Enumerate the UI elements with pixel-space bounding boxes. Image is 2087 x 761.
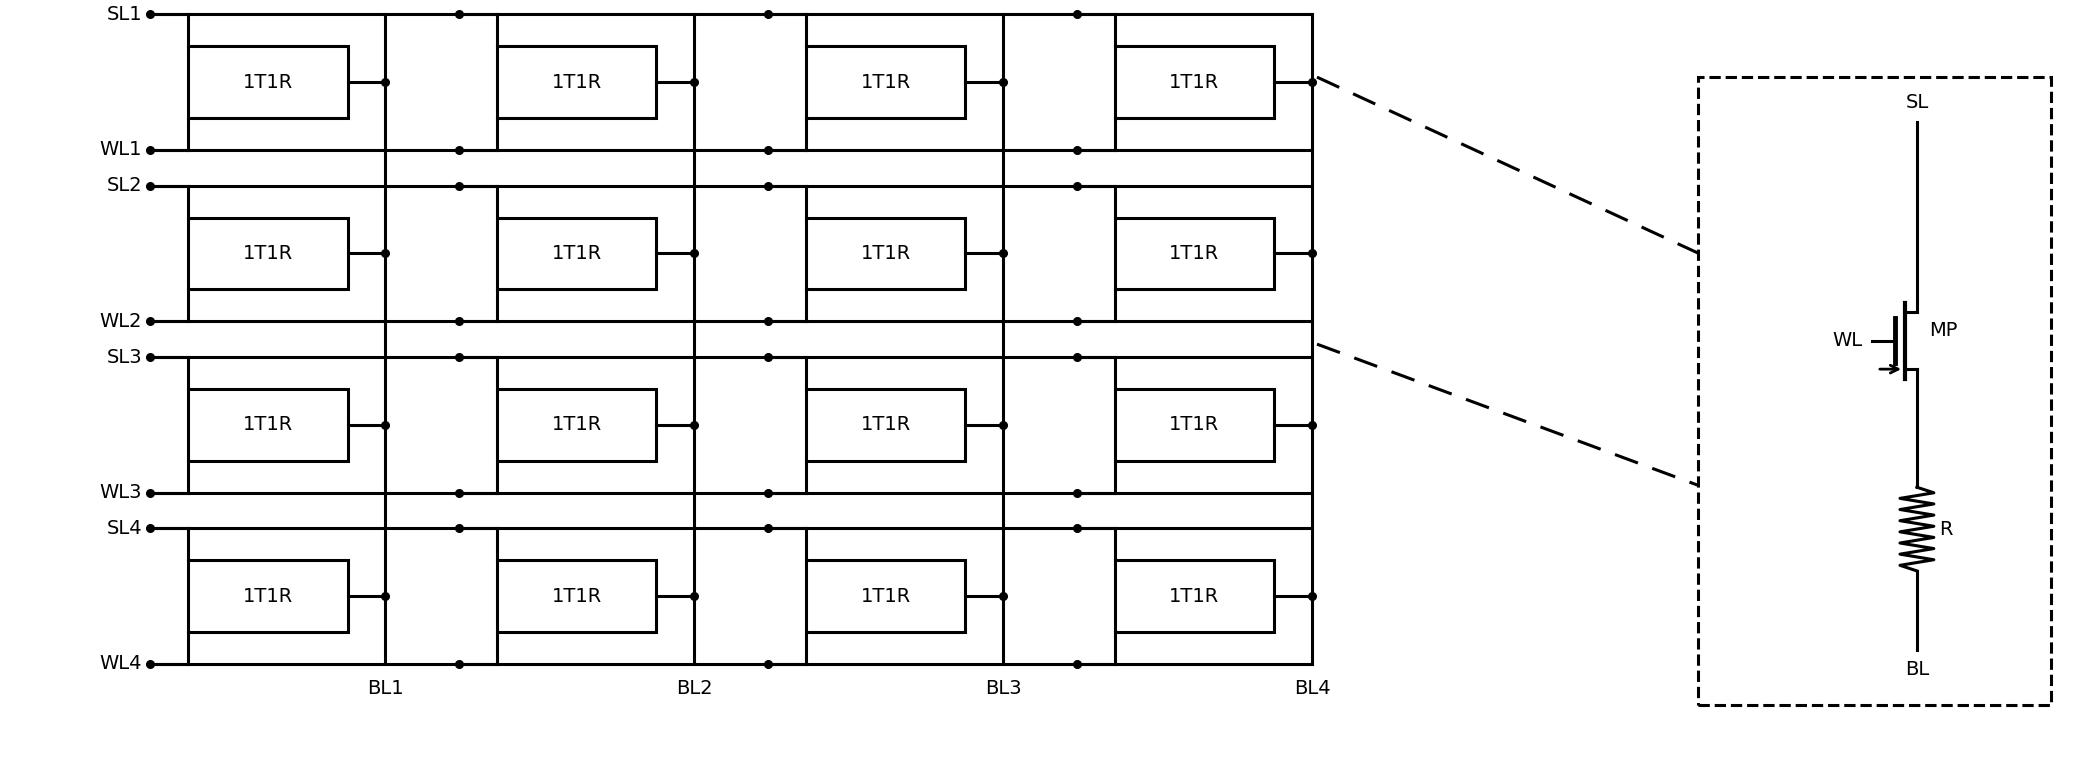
Bar: [497, 218, 657, 289]
Text: 1T1R: 1T1R: [1169, 587, 1219, 606]
Text: 1T1R: 1T1R: [551, 244, 601, 263]
Text: 1T1R: 1T1R: [860, 416, 910, 435]
Text: BL4: BL4: [1294, 679, 1329, 698]
Text: SL: SL: [1905, 93, 1928, 112]
Bar: [1114, 218, 1275, 289]
Bar: [1114, 560, 1275, 632]
Text: MP: MP: [1928, 321, 1958, 340]
Text: WL3: WL3: [100, 483, 142, 502]
Text: SL2: SL2: [106, 177, 142, 196]
Bar: [497, 560, 657, 632]
Text: 1T1R: 1T1R: [1169, 416, 1219, 435]
Text: 1T1R: 1T1R: [1169, 72, 1219, 91]
Text: 1T1R: 1T1R: [860, 587, 910, 606]
Bar: [188, 389, 349, 460]
Bar: [497, 389, 657, 460]
Text: 1T1R: 1T1R: [242, 416, 292, 435]
Bar: [188, 560, 349, 632]
Text: 1T1R: 1T1R: [551, 72, 601, 91]
Bar: [1697, 77, 2052, 705]
Text: 1T1R: 1T1R: [551, 416, 601, 435]
Text: BL3: BL3: [985, 679, 1021, 698]
Bar: [188, 46, 349, 118]
Bar: [1114, 46, 1275, 118]
Text: 1T1R: 1T1R: [242, 244, 292, 263]
Text: SL4: SL4: [106, 519, 142, 538]
Bar: [188, 218, 349, 289]
Text: BL1: BL1: [367, 679, 403, 698]
Text: SL3: SL3: [106, 348, 142, 367]
Text: BL: BL: [1905, 660, 1928, 679]
Text: WL2: WL2: [100, 312, 142, 331]
Text: 1T1R: 1T1R: [1169, 244, 1219, 263]
Text: 1T1R: 1T1R: [242, 72, 292, 91]
Bar: [806, 46, 966, 118]
Text: WL: WL: [1832, 331, 1862, 350]
Text: R: R: [1939, 520, 1951, 539]
Text: WL4: WL4: [100, 654, 142, 673]
Text: SL1: SL1: [106, 5, 142, 24]
Bar: [806, 218, 966, 289]
Text: WL1: WL1: [100, 140, 142, 159]
Text: 1T1R: 1T1R: [551, 587, 601, 606]
Text: 1T1R: 1T1R: [242, 587, 292, 606]
Text: 1T1R: 1T1R: [860, 72, 910, 91]
Text: 1T1R: 1T1R: [860, 244, 910, 263]
Text: BL2: BL2: [676, 679, 712, 698]
Bar: [806, 560, 966, 632]
Bar: [1114, 389, 1275, 460]
Bar: [497, 46, 657, 118]
Bar: [806, 389, 966, 460]
